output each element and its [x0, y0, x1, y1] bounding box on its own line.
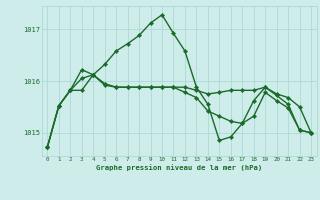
X-axis label: Graphe pression niveau de la mer (hPa): Graphe pression niveau de la mer (hPa) [96, 164, 262, 171]
